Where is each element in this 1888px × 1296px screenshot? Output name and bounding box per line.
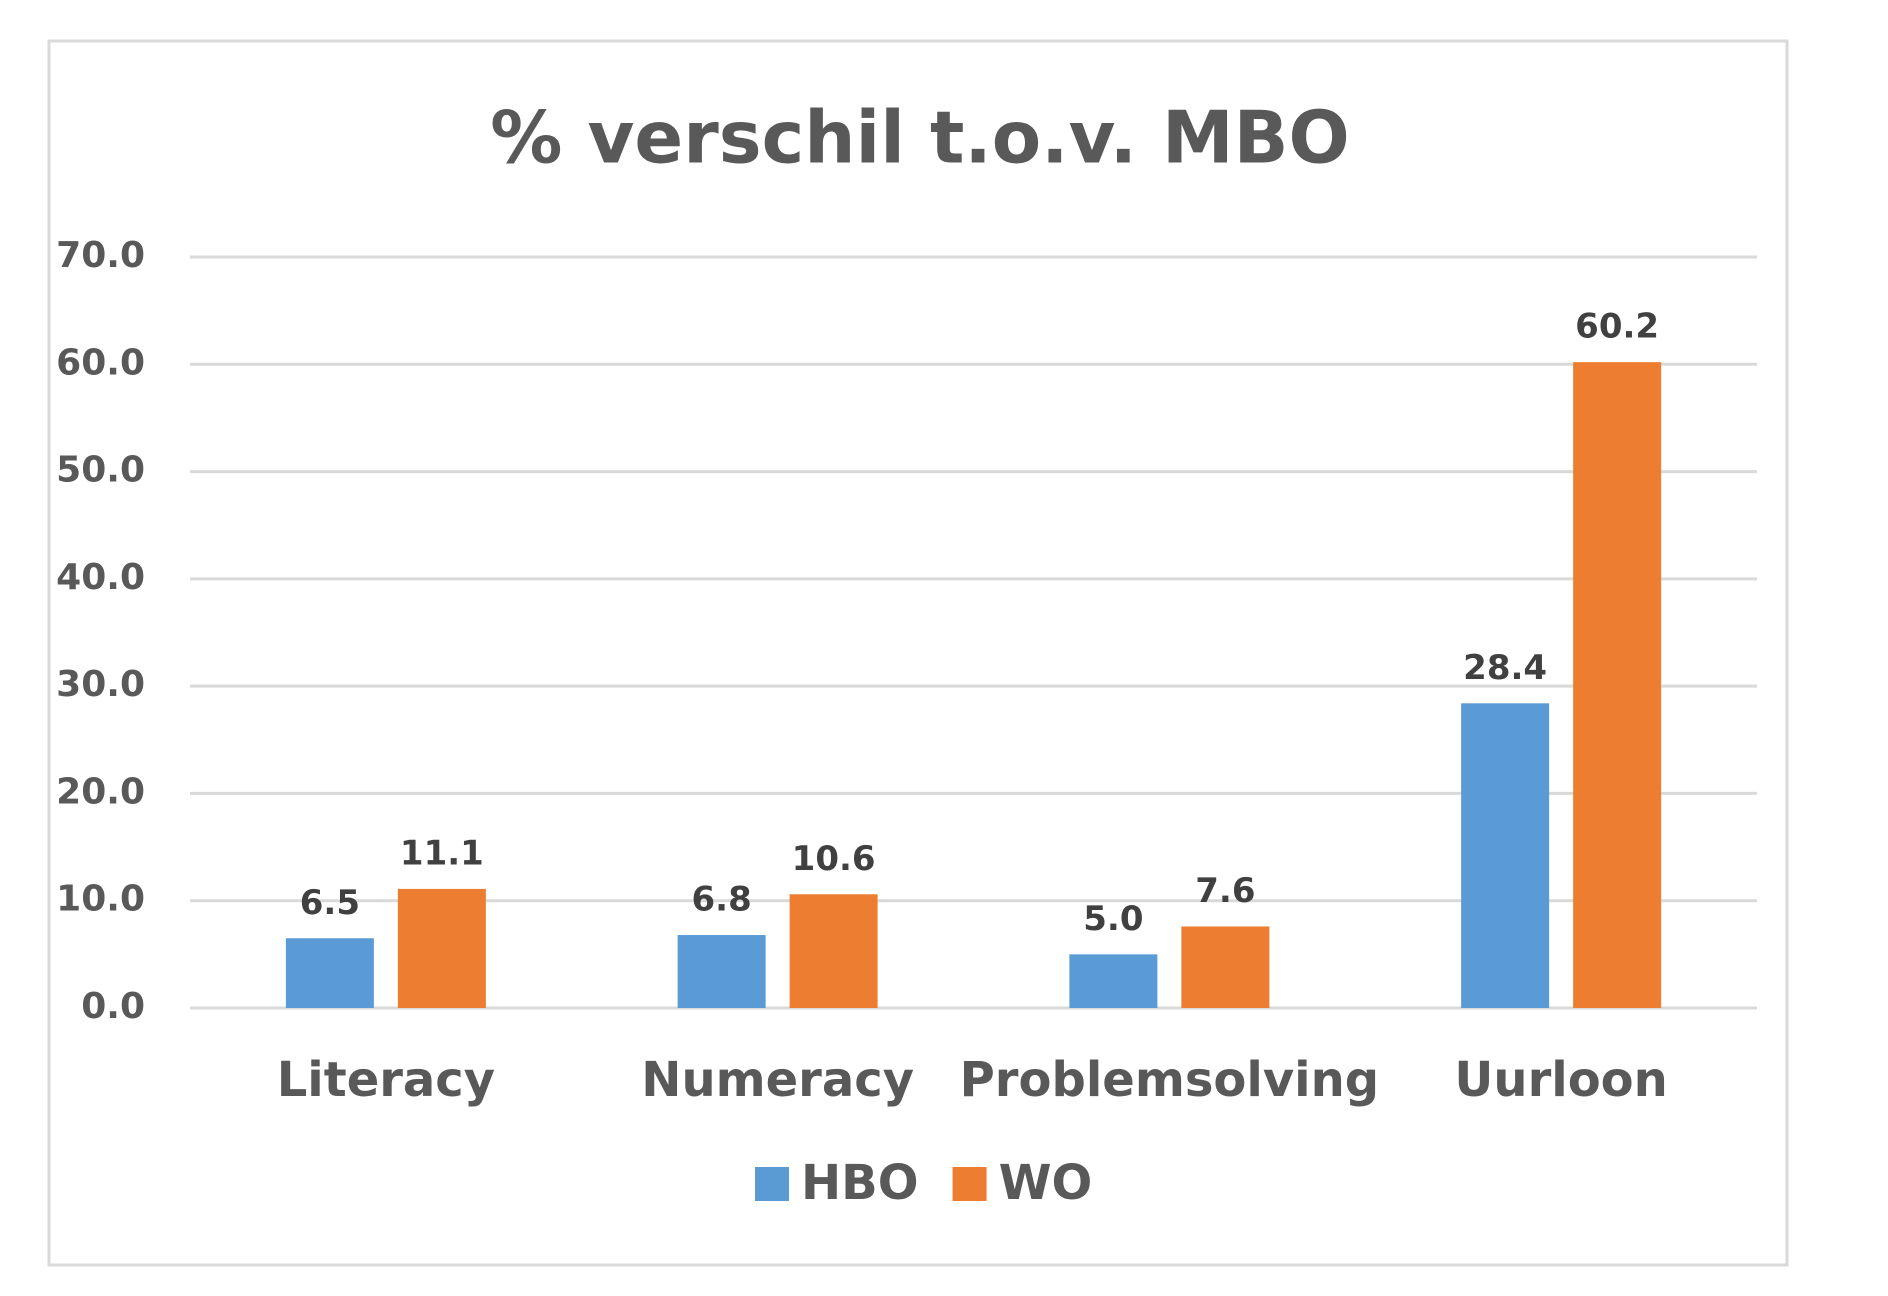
y-tick-label: 30.0: [56, 664, 145, 705]
data-label: 6.8: [692, 880, 752, 920]
data-label: 5.0: [1083, 899, 1143, 939]
bar: [397, 888, 486, 1008]
x-tick-label: Problemsolving: [960, 1052, 1379, 1108]
chart-frame: [47, 39, 1789, 1267]
bar: [1069, 954, 1158, 1008]
bar: [1573, 362, 1662, 1008]
bar: [1181, 926, 1270, 1008]
y-tick-label: 20.0: [56, 771, 145, 812]
chart-title: % verschil t.o.v. MBO: [490, 96, 1350, 180]
data-label: 6.5: [300, 883, 360, 923]
x-tick-label: Literacy: [277, 1052, 495, 1108]
y-tick-label: 10.0: [56, 879, 145, 920]
data-label: 10.6: [792, 839, 876, 879]
legend-label: WO: [999, 1155, 1093, 1211]
legend-swatch: [952, 1167, 987, 1201]
data-label: 60.2: [1575, 307, 1659, 347]
x-tick-label: Numeracy: [641, 1052, 914, 1108]
data-label: 28.4: [1463, 648, 1547, 688]
y-tick-label: 60.0: [56, 342, 145, 383]
y-tick-label: 40.0: [56, 557, 145, 598]
legend-swatch: [755, 1167, 789, 1201]
bar: [285, 938, 374, 1008]
y-tick-label: 0.0: [81, 986, 145, 1027]
x-tick-label: Uurloon: [1454, 1052, 1667, 1108]
y-tick-label: 50.0: [56, 450, 145, 491]
y-tick-label: 70.0: [56, 235, 145, 276]
data-label: 11.1: [400, 833, 484, 873]
data-label: 7.6: [1195, 871, 1255, 911]
bar: [1461, 703, 1550, 1008]
bar: [789, 894, 878, 1008]
bar: [677, 935, 766, 1008]
legend-label: HBO: [801, 1155, 919, 1211]
